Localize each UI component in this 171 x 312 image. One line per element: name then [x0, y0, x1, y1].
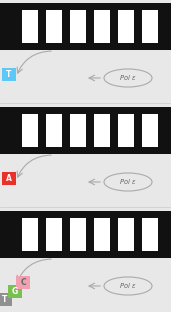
Bar	[94, 10, 110, 43]
Text: C: C	[28, 118, 33, 127]
Text: A: A	[51, 238, 57, 247]
Bar	[0, 107, 171, 114]
Bar	[94, 218, 110, 251]
Text: T: T	[27, 222, 33, 231]
Bar	[46, 114, 62, 147]
Bar	[46, 218, 62, 251]
Bar	[118, 114, 134, 147]
Text: A: A	[6, 174, 12, 183]
Text: T: T	[6, 70, 12, 79]
Bar	[0, 10, 171, 43]
Text: A: A	[51, 30, 57, 39]
Bar	[8, 285, 22, 298]
Bar	[16, 276, 30, 289]
Bar	[142, 114, 158, 147]
Text: Pol ε: Pol ε	[120, 179, 136, 185]
Text: C: C	[20, 278, 26, 287]
Bar	[118, 218, 134, 251]
Bar	[70, 10, 86, 43]
Bar	[70, 114, 86, 147]
Text: G: G	[12, 287, 18, 296]
Text: m: m	[24, 119, 29, 123]
Bar	[2, 68, 16, 81]
Text: C: C	[51, 134, 57, 143]
Bar	[22, 114, 38, 147]
Bar	[46, 10, 62, 43]
Bar	[0, 293, 12, 306]
Text: G: G	[51, 118, 57, 127]
Bar	[0, 3, 171, 10]
Bar	[142, 218, 158, 251]
Text: Pol ε: Pol ε	[120, 75, 136, 81]
Text: T: T	[2, 295, 8, 304]
Bar	[142, 10, 158, 43]
Bar	[22, 218, 38, 251]
Text: T: T	[51, 14, 57, 23]
Bar	[0, 211, 171, 218]
Bar	[0, 114, 171, 147]
Bar	[0, 147, 171, 154]
Bar	[0, 43, 171, 50]
Bar	[94, 114, 110, 147]
Text: C: C	[27, 14, 33, 23]
Text: Pol ε: Pol ε	[120, 283, 136, 289]
Bar	[70, 218, 86, 251]
Bar	[0, 251, 171, 258]
Bar	[118, 10, 134, 43]
Text: T: T	[51, 222, 57, 231]
Bar	[2, 172, 16, 185]
Bar	[0, 218, 171, 251]
Bar	[22, 10, 38, 43]
